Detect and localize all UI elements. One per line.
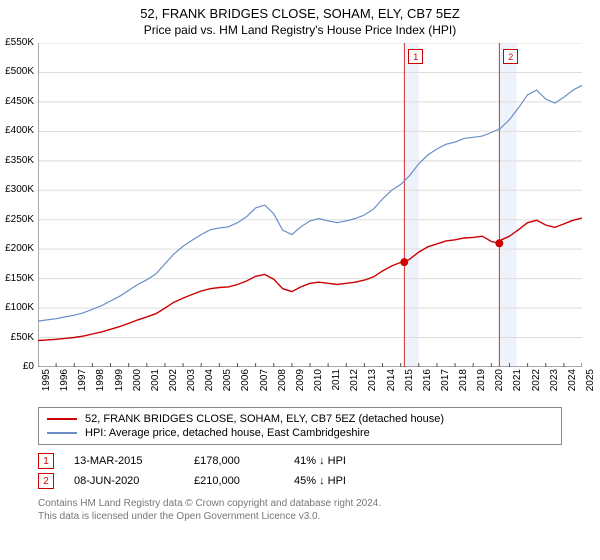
chart-area: £0£50K£100K£150K£200K£250K£300K£350K£400… — [38, 43, 582, 403]
x-axis-label: 2003 — [186, 369, 197, 399]
x-axis-label: 2020 — [494, 369, 505, 399]
y-axis-label: £100K — [0, 302, 34, 313]
x-axis-label: 2009 — [295, 369, 306, 399]
sale-diff: 41% ↓ HPI — [294, 455, 394, 467]
x-axis-label: 2012 — [349, 369, 360, 399]
page-subtitle: Price paid vs. HM Land Registry's House … — [0, 21, 600, 37]
x-axis-label: 1997 — [77, 369, 88, 399]
y-axis-label: £550K — [0, 37, 34, 48]
x-axis-label: 2025 — [585, 369, 596, 399]
x-axis-label: 1996 — [59, 369, 70, 399]
sale-row: 2 08-JUN-2020 £210,000 45% ↓ HPI — [38, 471, 562, 491]
x-axis-label: 2008 — [277, 369, 288, 399]
y-axis-label: £400K — [0, 125, 34, 136]
x-axis-label: 2004 — [204, 369, 215, 399]
legend-label: 52, FRANK BRIDGES CLOSE, SOHAM, ELY, CB7… — [85, 413, 444, 425]
sale-diff: 45% ↓ HPI — [294, 475, 394, 487]
sale-marker-icon: 1 — [408, 49, 423, 64]
x-axis-label: 1995 — [41, 369, 52, 399]
sale-price: £210,000 — [194, 475, 274, 487]
x-axis-label: 2019 — [476, 369, 487, 399]
x-axis-label: 2001 — [150, 369, 161, 399]
legend-label: HPI: Average price, detached house, East… — [85, 427, 370, 439]
x-axis-label: 2002 — [168, 369, 179, 399]
sale-marker-icon: 2 — [503, 49, 518, 64]
x-axis-label: 2010 — [313, 369, 324, 399]
legend-box: 52, FRANK BRIDGES CLOSE, SOHAM, ELY, CB7… — [38, 407, 562, 445]
legend-item: 52, FRANK BRIDGES CLOSE, SOHAM, ELY, CB7… — [47, 412, 553, 426]
x-axis-label: 2016 — [422, 369, 433, 399]
x-axis-label: 2023 — [549, 369, 560, 399]
x-axis-label: 2021 — [512, 369, 523, 399]
x-axis-label: 2007 — [259, 369, 270, 399]
x-axis-label: 2015 — [404, 369, 415, 399]
legend-item: HPI: Average price, detached house, East… — [47, 426, 553, 440]
x-axis-label: 1998 — [95, 369, 106, 399]
x-axis-label: 2014 — [386, 369, 397, 399]
x-axis-label: 1999 — [114, 369, 125, 399]
y-axis-label: £150K — [0, 273, 34, 284]
x-axis-label: 2000 — [132, 369, 143, 399]
x-axis-label: 2005 — [222, 369, 233, 399]
y-axis-label: £50K — [0, 332, 34, 343]
y-axis-label: £450K — [0, 96, 34, 107]
y-axis-label: £200K — [0, 243, 34, 254]
x-axis-label: 2011 — [331, 369, 342, 399]
x-axis-label: 2017 — [440, 369, 451, 399]
sale-date: 13-MAR-2015 — [74, 455, 174, 467]
line-chart-svg — [38, 43, 582, 367]
sale-row: 1 13-MAR-2015 £178,000 41% ↓ HPI — [38, 451, 562, 471]
y-axis-label: £300K — [0, 184, 34, 195]
x-axis-label: 2024 — [567, 369, 578, 399]
page-title: 52, FRANK BRIDGES CLOSE, SOHAM, ELY, CB7… — [0, 0, 600, 21]
sale-marker-icon: 1 — [38, 453, 54, 469]
legend-swatch-icon — [47, 418, 77, 420]
y-axis-label: £500K — [0, 66, 34, 77]
footnote-line: This data is licensed under the Open Gov… — [38, 510, 562, 523]
legend-swatch-icon — [47, 432, 77, 434]
sales-table: 1 13-MAR-2015 £178,000 41% ↓ HPI 2 08-JUN-202… — [38, 451, 562, 491]
x-axis-label: 2018 — [458, 369, 469, 399]
sale-marker-icon: 2 — [38, 473, 54, 489]
footnote: Contains HM Land Registry data © Crown c… — [38, 497, 562, 523]
x-axis-label: 2022 — [531, 369, 542, 399]
chart-container: 52, FRANK BRIDGES CLOSE, SOHAM, ELY, CB7… — [0, 0, 600, 560]
x-axis-label: 2013 — [367, 369, 378, 399]
x-axis-label: 2006 — [240, 369, 251, 399]
sale-date: 08-JUN-2020 — [74, 475, 174, 487]
y-axis-label: £350K — [0, 155, 34, 166]
y-axis-label: £0 — [0, 361, 34, 372]
sale-price: £178,000 — [194, 455, 274, 467]
y-axis-label: £250K — [0, 214, 34, 225]
footnote-line: Contains HM Land Registry data © Crown c… — [38, 497, 562, 510]
